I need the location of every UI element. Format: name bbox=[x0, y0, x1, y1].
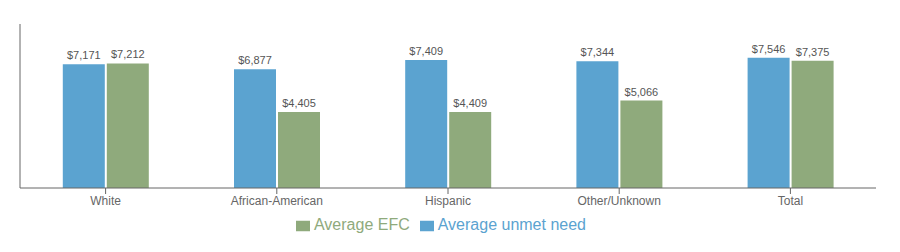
svg-text:African-American: African-American bbox=[231, 194, 323, 208]
svg-text:$7,546: $7,546 bbox=[752, 43, 786, 55]
svg-text:$7,409: $7,409 bbox=[409, 45, 443, 57]
html-text:Average unmet need: Average unmet need bbox=[437, 216, 586, 233]
svg-text:Hispanic: Hispanic bbox=[425, 194, 471, 208]
svg-text:$4,409: $4,409 bbox=[453, 97, 487, 109]
svg-text:$7,171: $7,171 bbox=[67, 49, 101, 61]
svg-text:Total: Total bbox=[778, 194, 803, 208]
svg-text:$6,877: $6,877 bbox=[238, 54, 272, 66]
svg-text:$5,066: $5,066 bbox=[625, 86, 659, 98]
html-text:Average EFC: Average EFC bbox=[314, 216, 410, 233]
svg-text:Other/Unknown: Other/Unknown bbox=[578, 194, 661, 208]
svg-text:$7,212: $7,212 bbox=[111, 48, 145, 60]
svg-text:$4,405: $4,405 bbox=[282, 97, 316, 109]
svg-text:White: White bbox=[90, 194, 121, 208]
svg-text:$7,375: $7,375 bbox=[796, 46, 830, 58]
svg-text:$7,344: $7,344 bbox=[581, 46, 615, 58]
